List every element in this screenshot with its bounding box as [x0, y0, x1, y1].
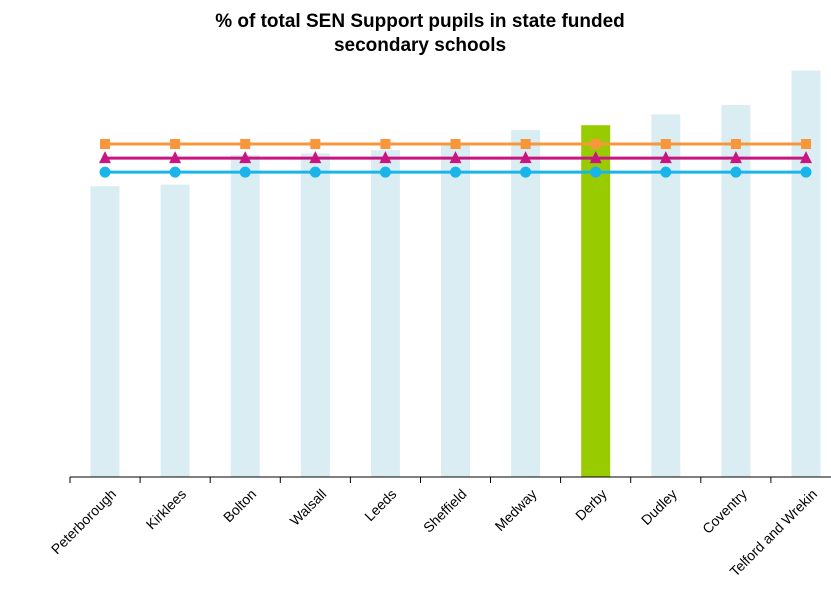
circle-marker [379, 166, 391, 178]
chart-title-line-1: % of total SEN Support pupils in state f… [215, 11, 625, 32]
square-marker [170, 139, 181, 149]
circle-marker [730, 166, 742, 178]
triangle-marker [800, 151, 812, 164]
square-marker [520, 139, 531, 149]
circle-marker [450, 166, 461, 178]
triangle-marker [309, 151, 322, 164]
x-tick-label: Derby [572, 486, 610, 524]
bar-peterborough [90, 186, 120, 477]
circle-marker [309, 166, 321, 178]
chart-title-line-2: secondary schools [333, 35, 507, 56]
x-tick-label: Medway [492, 486, 540, 534]
square-marker [590, 139, 601, 149]
triangle-marker [379, 151, 392, 164]
circle-marker [660, 166, 672, 178]
square-marker [240, 139, 251, 149]
bar-leeds [370, 150, 400, 477]
square-marker [450, 139, 461, 149]
triangle-marker [589, 151, 602, 164]
bar-medway [511, 129, 541, 477]
circle-marker [239, 166, 251, 178]
circle-marker [169, 166, 181, 178]
x-tick-label: Kirklees [143, 486, 190, 533]
square-marker [100, 139, 110, 149]
square-marker [380, 139, 391, 149]
circle-marker [520, 166, 532, 178]
square-marker [801, 139, 811, 149]
triangle-marker [169, 151, 182, 164]
circle-marker [800, 166, 812, 178]
triangle-marker [519, 151, 532, 164]
x-tick-label: Leeds [361, 486, 399, 524]
bar-kirklees [160, 184, 190, 477]
bar-bolton [230, 154, 260, 477]
bar-telford-and-wrekin [791, 70, 821, 477]
chart-title: % of total SEN Support pupils in state f… [140, 10, 700, 58]
triangle-marker [449, 151, 462, 164]
x-tick-label: Bolton [220, 486, 259, 525]
x-tick-label: Sheffield [420, 486, 470, 536]
bar-walsall [300, 153, 330, 477]
triangle-marker [99, 151, 111, 164]
x-tick-label: Coventry [699, 486, 750, 537]
triangle-marker [659, 151, 672, 164]
square-marker [660, 139, 671, 149]
circle-marker [99, 166, 111, 178]
triangle-marker [239, 151, 252, 164]
circle-marker [590, 166, 602, 178]
bar-sheffield [441, 144, 470, 477]
x-tick-label: Peterborough [48, 486, 119, 557]
bar-derby [581, 125, 611, 477]
x-tick-label: Dudley [638, 486, 680, 528]
triangle-marker [729, 151, 742, 164]
square-marker [310, 139, 321, 149]
x-tick-label: Walsall [287, 486, 330, 529]
square-marker [730, 139, 741, 149]
